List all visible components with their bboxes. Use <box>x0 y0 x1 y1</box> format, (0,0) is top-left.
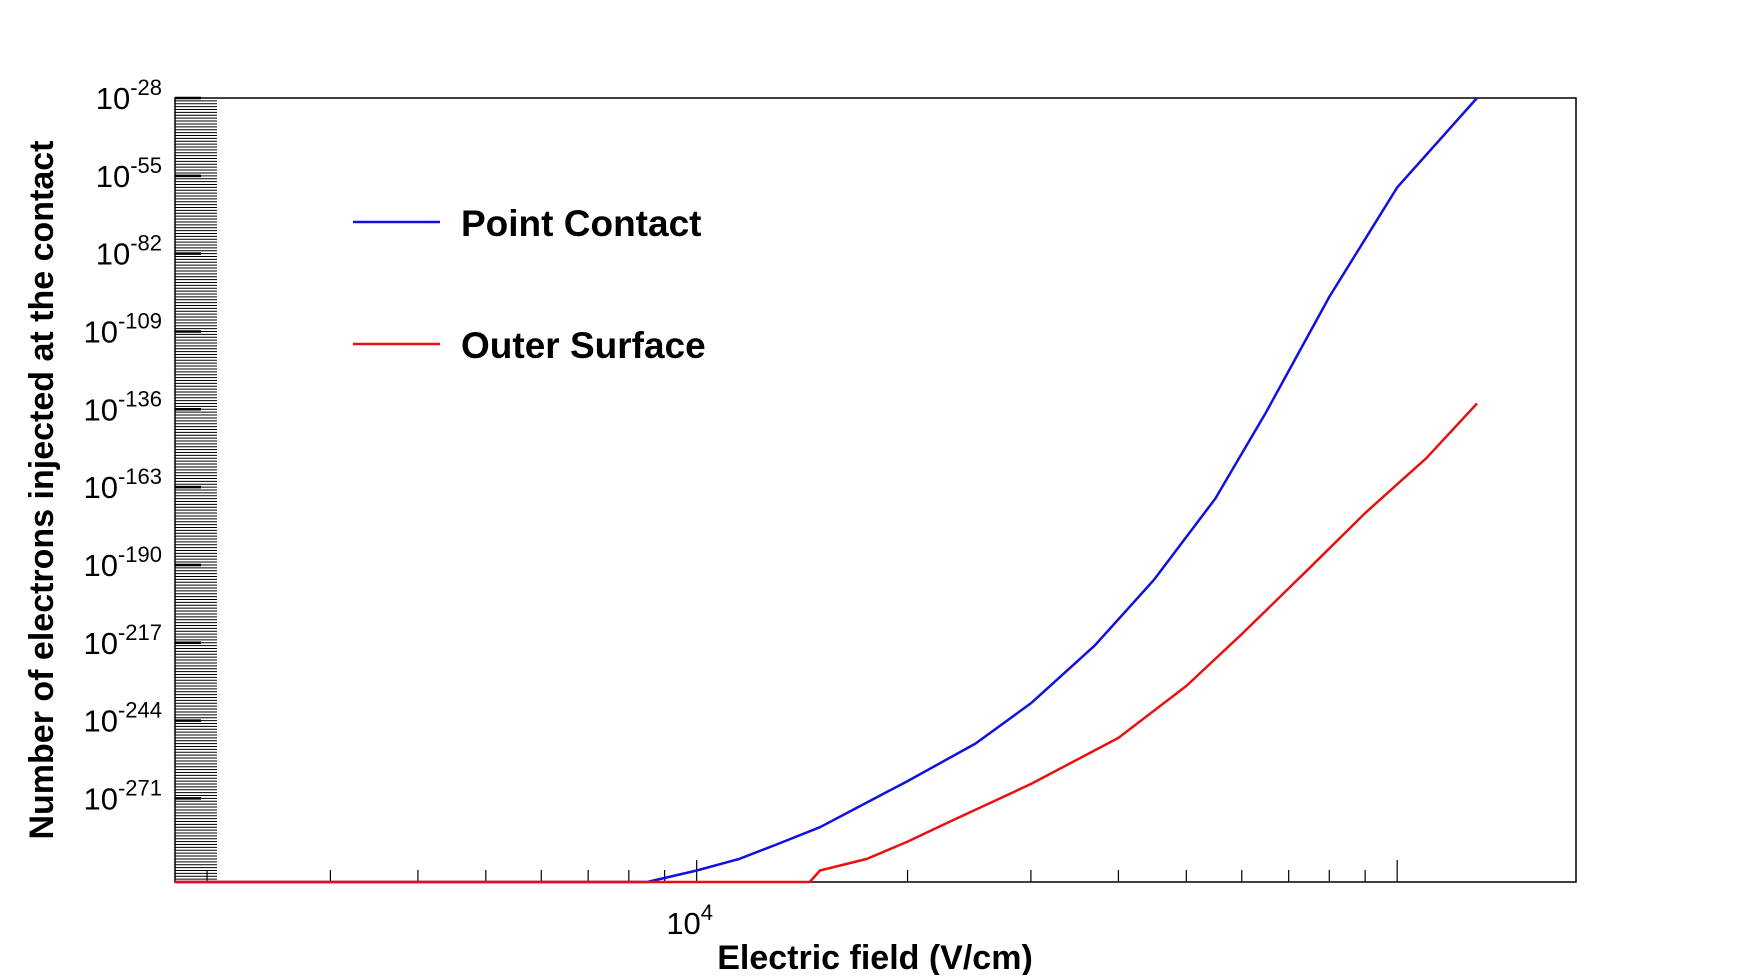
series-line-outer-surface <box>175 402 1478 884</box>
y-tick-label: 10-109 <box>83 308 162 349</box>
y-tick-label: 10-55 <box>96 153 162 194</box>
y-major-ticks <box>175 96 201 800</box>
y-tick-label: 10-82 <box>96 231 162 272</box>
y-axis-title: Number of electrons injected at the cont… <box>23 140 61 839</box>
y-tick-label: 10-28 <box>96 75 162 116</box>
y-tick-label: 10-244 <box>83 698 162 739</box>
y-tick-label: 10-190 <box>83 542 162 583</box>
x-ticks <box>206 860 1398 882</box>
legend-label: Point Contact <box>461 203 701 244</box>
legend: Point Contact Outer Surface <box>353 203 706 366</box>
y-tick-label: 10-217 <box>83 620 162 661</box>
y-tick-label: 10-163 <box>83 464 162 505</box>
plot-frame <box>174 97 1577 883</box>
series-line-point-contact <box>175 97 1478 884</box>
x-tick-labels: 104 <box>666 900 713 941</box>
y-tick-label: 10-271 <box>83 775 162 816</box>
x-axis-title: Electric field (V/cm) <box>717 939 1033 975</box>
y-tick-label: 10-136 <box>83 386 162 427</box>
x-tick-label: 104 <box>666 900 713 941</box>
series-lines <box>175 97 1478 884</box>
legend-label: Outer Surface <box>461 325 706 366</box>
y-minor-ticks <box>175 97 217 883</box>
y-tick-labels: 10-28 10-55 10-82 10-109 10-136 10-163 10-190 1… <box>83 75 162 816</box>
